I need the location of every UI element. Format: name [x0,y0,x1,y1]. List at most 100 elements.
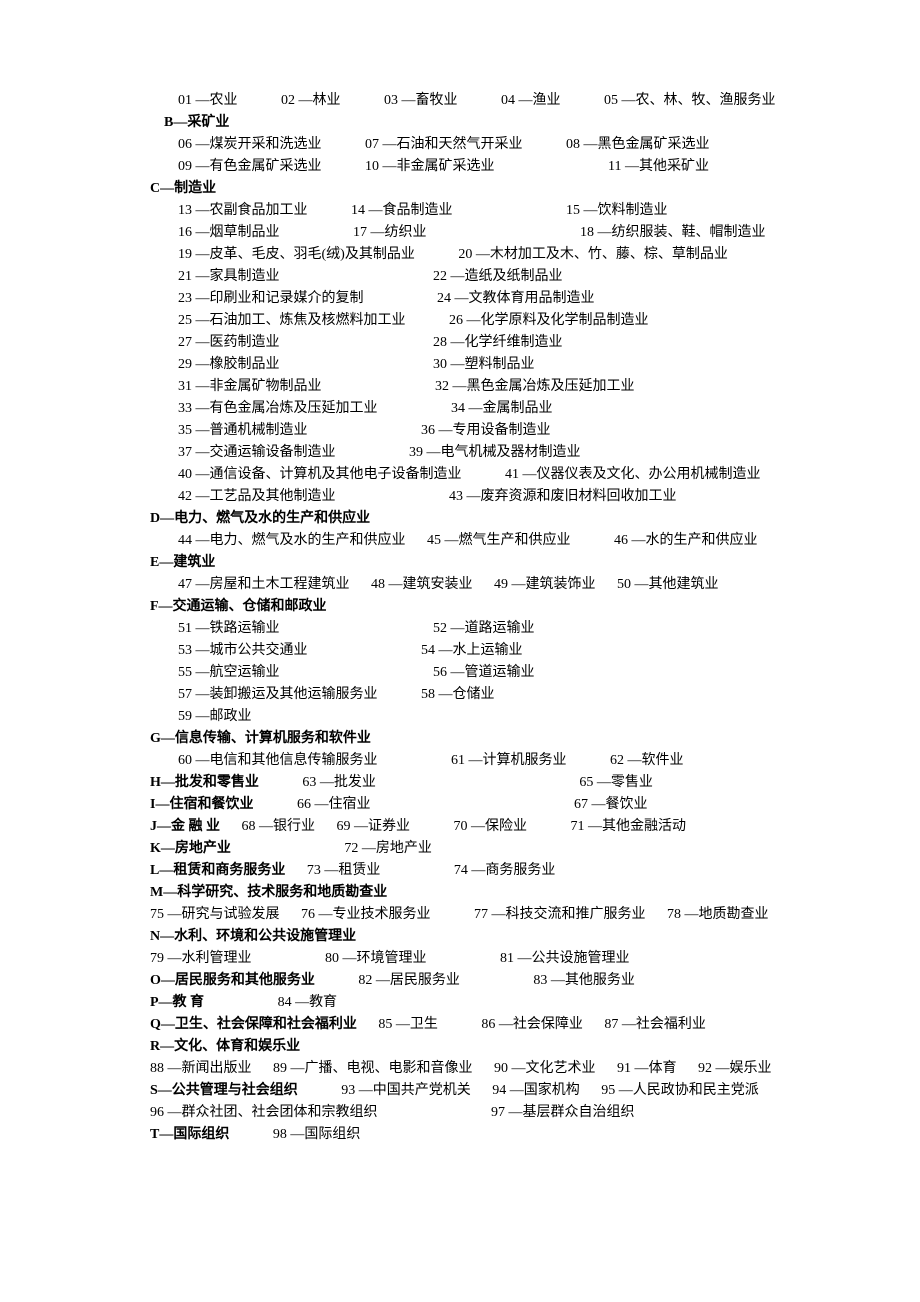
item-68: 68 —银行业 [242,816,316,837]
item-24: 24 —文教体育用品制造业 [437,288,595,309]
section-c-row6: 25 —石油加工、炼焦及核燃料加工业 26 —化学原料及化学制品制造业 [150,310,770,331]
section-b-row1: 06 —煤炭开采和洗选业 07 —石油和天然气开采业 08 —黑色金属矿采选业 [150,134,770,155]
item-42: 42 —工艺品及其他制造业 [178,486,336,507]
item-60: 60 —电信和其他信息传输服务业 [178,750,378,771]
section-t-header: T—国际组织 [150,1124,229,1145]
item-66: 66 —住宿业 [297,794,371,815]
section-h-header: H—批发和零售业 [150,772,259,793]
item-75: 75 —研究与试验发展 [150,904,280,925]
item-92: 92 —娱乐业 [698,1058,772,1079]
item-47: 47 —房屋和土木工程建筑业 [178,574,350,595]
section-q-row: Q—卫生、社会保障和社会福利业 85 —卫生 86 —社会保障业 87 —社会福… [150,1014,770,1035]
section-n-header: N—水利、环境和公共设施管理业 [150,926,770,947]
item-44: 44 —电力、燃气及水的生产和供应业 [178,530,406,551]
section-c-row7: 27 —医药制造业 28 —化学纤维制造业 [150,332,770,353]
section-k-header: K—房地产业 [150,838,231,859]
section-p-row: P—教 育 84 —教育 [150,992,770,1013]
item-16: 16 —烟草制品业 [178,222,280,243]
section-g-row1: 60 —电信和其他信息传输服务业 61 —计算机服务业 62 —软件业 [150,750,770,771]
section-c-row2: 16 —烟草制品业 17 —纺织业 18 —纺织服装、鞋、帽制造业 [150,222,770,243]
item-49: 49 —建筑装饰业 [494,574,596,595]
section-f-row2: 53 —城市公共交通业 54 —水上运输业 [150,640,770,661]
item-17: 17 —纺织业 [353,222,427,243]
item-98: 98 —国际组织 [273,1124,361,1145]
item-34: 34 —金属制品业 [451,398,553,419]
item-05: 05 —农、林、牧、渔服务业 [604,90,776,111]
item-06: 06 —煤炭开采和洗选业 [178,134,322,155]
item-22: 22 —造纸及纸制品业 [433,266,563,287]
item-96: 96 —群众社团、社会团体和宗教组织 [150,1102,378,1123]
item-09: 09 —有色金属矿采选业 [178,156,322,177]
item-93: 93 —中国共产党机关 [341,1080,471,1101]
item-11: 11 —其他采矿业 [608,156,709,177]
item-08: 08 —黑色金属矿采选业 [566,134,710,155]
section-b-header: B—采矿业 [150,112,770,133]
section-s-row1: S—公共管理与社会组织 93 —中国共产党机关 94 —国家机构 95 —人民政… [150,1080,770,1101]
item-73: 73 —租赁业 [307,860,381,881]
section-f-row5: 59 —邮政业 [150,706,770,727]
item-80: 80 —环境管理业 [325,948,427,969]
item-84: 84 —教育 [278,992,338,1013]
item-90: 90 —文化艺术业 [494,1058,596,1079]
section-j-header: J—金 融 业 [150,816,220,837]
item-35: 35 —普通机械制造业 [178,420,308,441]
section-r-row1: 88 —新闻出版业 89 —广播、电视、电影和音像业 90 —文化艺术业 91 … [150,1058,770,1079]
item-95: 95 —人民政协和民主党派 [601,1080,759,1101]
item-61: 61 —计算机服务业 [451,750,567,771]
item-04: 04 —渔业 [501,90,561,111]
item-25: 25 —石油加工、炼焦及核燃料加工业 [178,310,406,331]
section-c-row8: 29 —橡胶制品业 30 —塑料制品业 [150,354,770,375]
item-76: 76 —专业技术服务业 [301,904,431,925]
item-43: 43 —废弃资源和废旧材料回收加工业 [449,486,677,507]
item-74: 74 —商务服务业 [454,860,556,881]
item-46: 46 —水的生产和供应业 [614,530,758,551]
section-j-row: J—金 融 业 68 —银行业 69 —证券业 70 —保险业 71 —其他金融… [150,816,770,837]
item-31: 31 —非金属矿物制品业 [178,376,322,397]
section-o-header: O—居民服务和其他服务业 [150,970,315,991]
item-45: 45 —燃气生产和供应业 [427,530,571,551]
section-n-row1: 79 —水利管理业 80 —环境管理业 81 —公共设施管理业 [150,948,770,969]
section-d-header: D—电力、燃气及水的生产和供应业 [150,508,770,529]
item-41: 41 —仪器仪表及文化、办公用机械制造业 [505,464,761,485]
section-o-row: O—居民服务和其他服务业 82 —居民服务业 83 —其他服务业 [150,970,770,991]
item-83: 83 —其他服务业 [533,970,635,991]
item-39: 39 —电气机械及器材制造业 [409,442,581,463]
item-63: 63 —批发业 [302,772,376,793]
section-f-header: F—交通运输、仓储和邮政业 [150,596,770,617]
item-57: 57 —装卸搬运及其他运输服务业 [178,684,378,705]
section-i-row: I—住宿和餐饮业 66 —住宿业 67 —餐饮业 [150,794,770,815]
item-50: 50 —其他建筑业 [617,574,719,595]
section-c-row10: 33 —有色金属冶炼及压延加工业 34 —金属制品业 [150,398,770,419]
item-55: 55 —航空运输业 [178,662,280,683]
item-87: 87 —社会福利业 [604,1014,706,1035]
item-30: 30 —塑料制品业 [433,354,535,375]
item-58: 58 —仓储业 [421,684,495,705]
item-26: 26 —化学原料及化学制品制造业 [449,310,649,331]
item-19: 19 —皮革、毛皮、羽毛(绒)及其制品业 [178,244,415,265]
item-37: 37 —交通运输设备制造业 [178,442,336,463]
section-r-header: R—文化、体育和娱乐业 [150,1036,770,1057]
section-c-row12: 37 —交通运输设备制造业 39 —电气机械及器材制造业 [150,442,770,463]
item-13: 13 —农副食品加工业 [178,200,308,221]
item-01: 01 —农业 [178,90,238,111]
item-51: 51 —铁路运输业 [178,618,280,639]
item-53: 53 —城市公共交通业 [178,640,308,661]
item-52: 52 —道路运输业 [433,618,535,639]
section-k-row: K—房地产业 72 —房地产业 [150,838,770,859]
section-f-row4: 57 —装卸搬运及其他运输服务业 58 —仓储业 [150,684,770,705]
item-07: 07 —石油和天然气开采业 [365,134,523,155]
section-m-header: M—科学研究、技术服务和地质勘查业 [150,882,770,903]
item-70: 70 —保险业 [454,816,528,837]
item-32: 32 —黑色金属冶炼及压延加工业 [435,376,635,397]
item-67: 67 —餐饮业 [574,794,648,815]
section-t-row: T—国际组织 98 —国际组织 [150,1124,770,1145]
item-79: 79 —水利管理业 [150,948,252,969]
section-p-header: P—教 育 [150,992,204,1013]
item-18: 18 —纺织服装、鞋、帽制造业 [580,222,766,243]
item-71: 71 —其他金融活动 [571,816,687,837]
item-03: 03 —畜牧业 [384,90,458,111]
item-91: 91 —体育 [617,1058,677,1079]
item-14: 14 —食品制造业 [351,200,453,221]
item-36: 36 —专用设备制造业 [421,420,551,441]
item-86: 86 —社会保障业 [481,1014,583,1035]
